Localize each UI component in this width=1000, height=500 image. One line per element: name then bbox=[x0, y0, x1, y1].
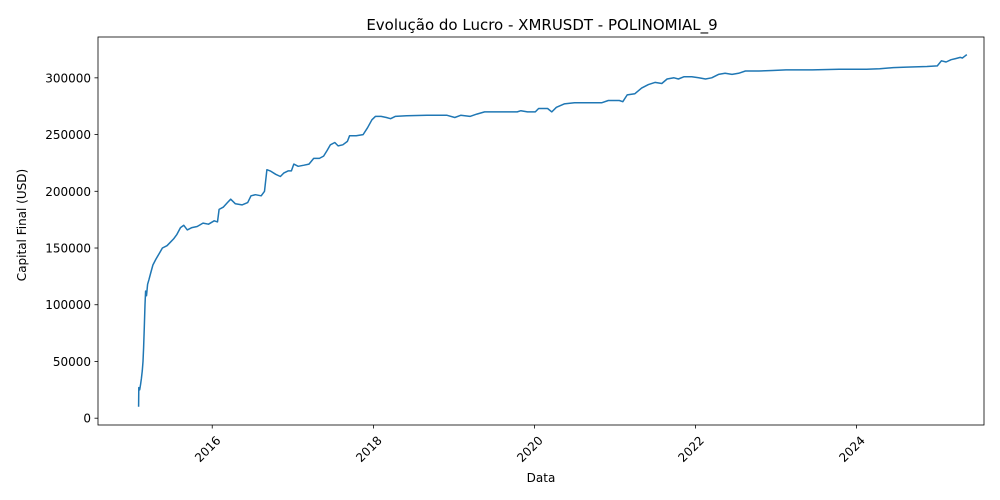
y-tick-label: 50000 bbox=[53, 355, 91, 369]
y-tick-label: 0 bbox=[83, 412, 91, 426]
x-tick-label: 2016 bbox=[192, 433, 223, 464]
y-axis-label: Capital Final (USD) bbox=[15, 169, 29, 281]
y-tick-label: 150000 bbox=[45, 242, 91, 256]
y-tick-label: 250000 bbox=[45, 128, 91, 142]
y-tick-label: 300000 bbox=[45, 71, 91, 85]
plot-frame bbox=[97, 36, 985, 426]
x-axis-ticks: 2016 2018 2020 2022 2024 bbox=[192, 425, 868, 465]
x-tick-label: 2018 bbox=[353, 433, 384, 464]
y-axis-ticks: 0 50000 100000 150000 200000 250000 300000 bbox=[45, 71, 98, 426]
y-tick-label: 200000 bbox=[45, 185, 91, 199]
y-tick-label: 100000 bbox=[45, 298, 91, 312]
series-line bbox=[137, 54, 968, 407]
x-tick-label: 2022 bbox=[675, 433, 706, 464]
x-tick-label: 2024 bbox=[836, 433, 867, 464]
x-axis-label: Data bbox=[527, 471, 556, 485]
x-tick-label: 2020 bbox=[514, 433, 545, 464]
chart-title: Evolução do Lucro - XMRUSDT - POLINOMIAL… bbox=[366, 16, 717, 35]
